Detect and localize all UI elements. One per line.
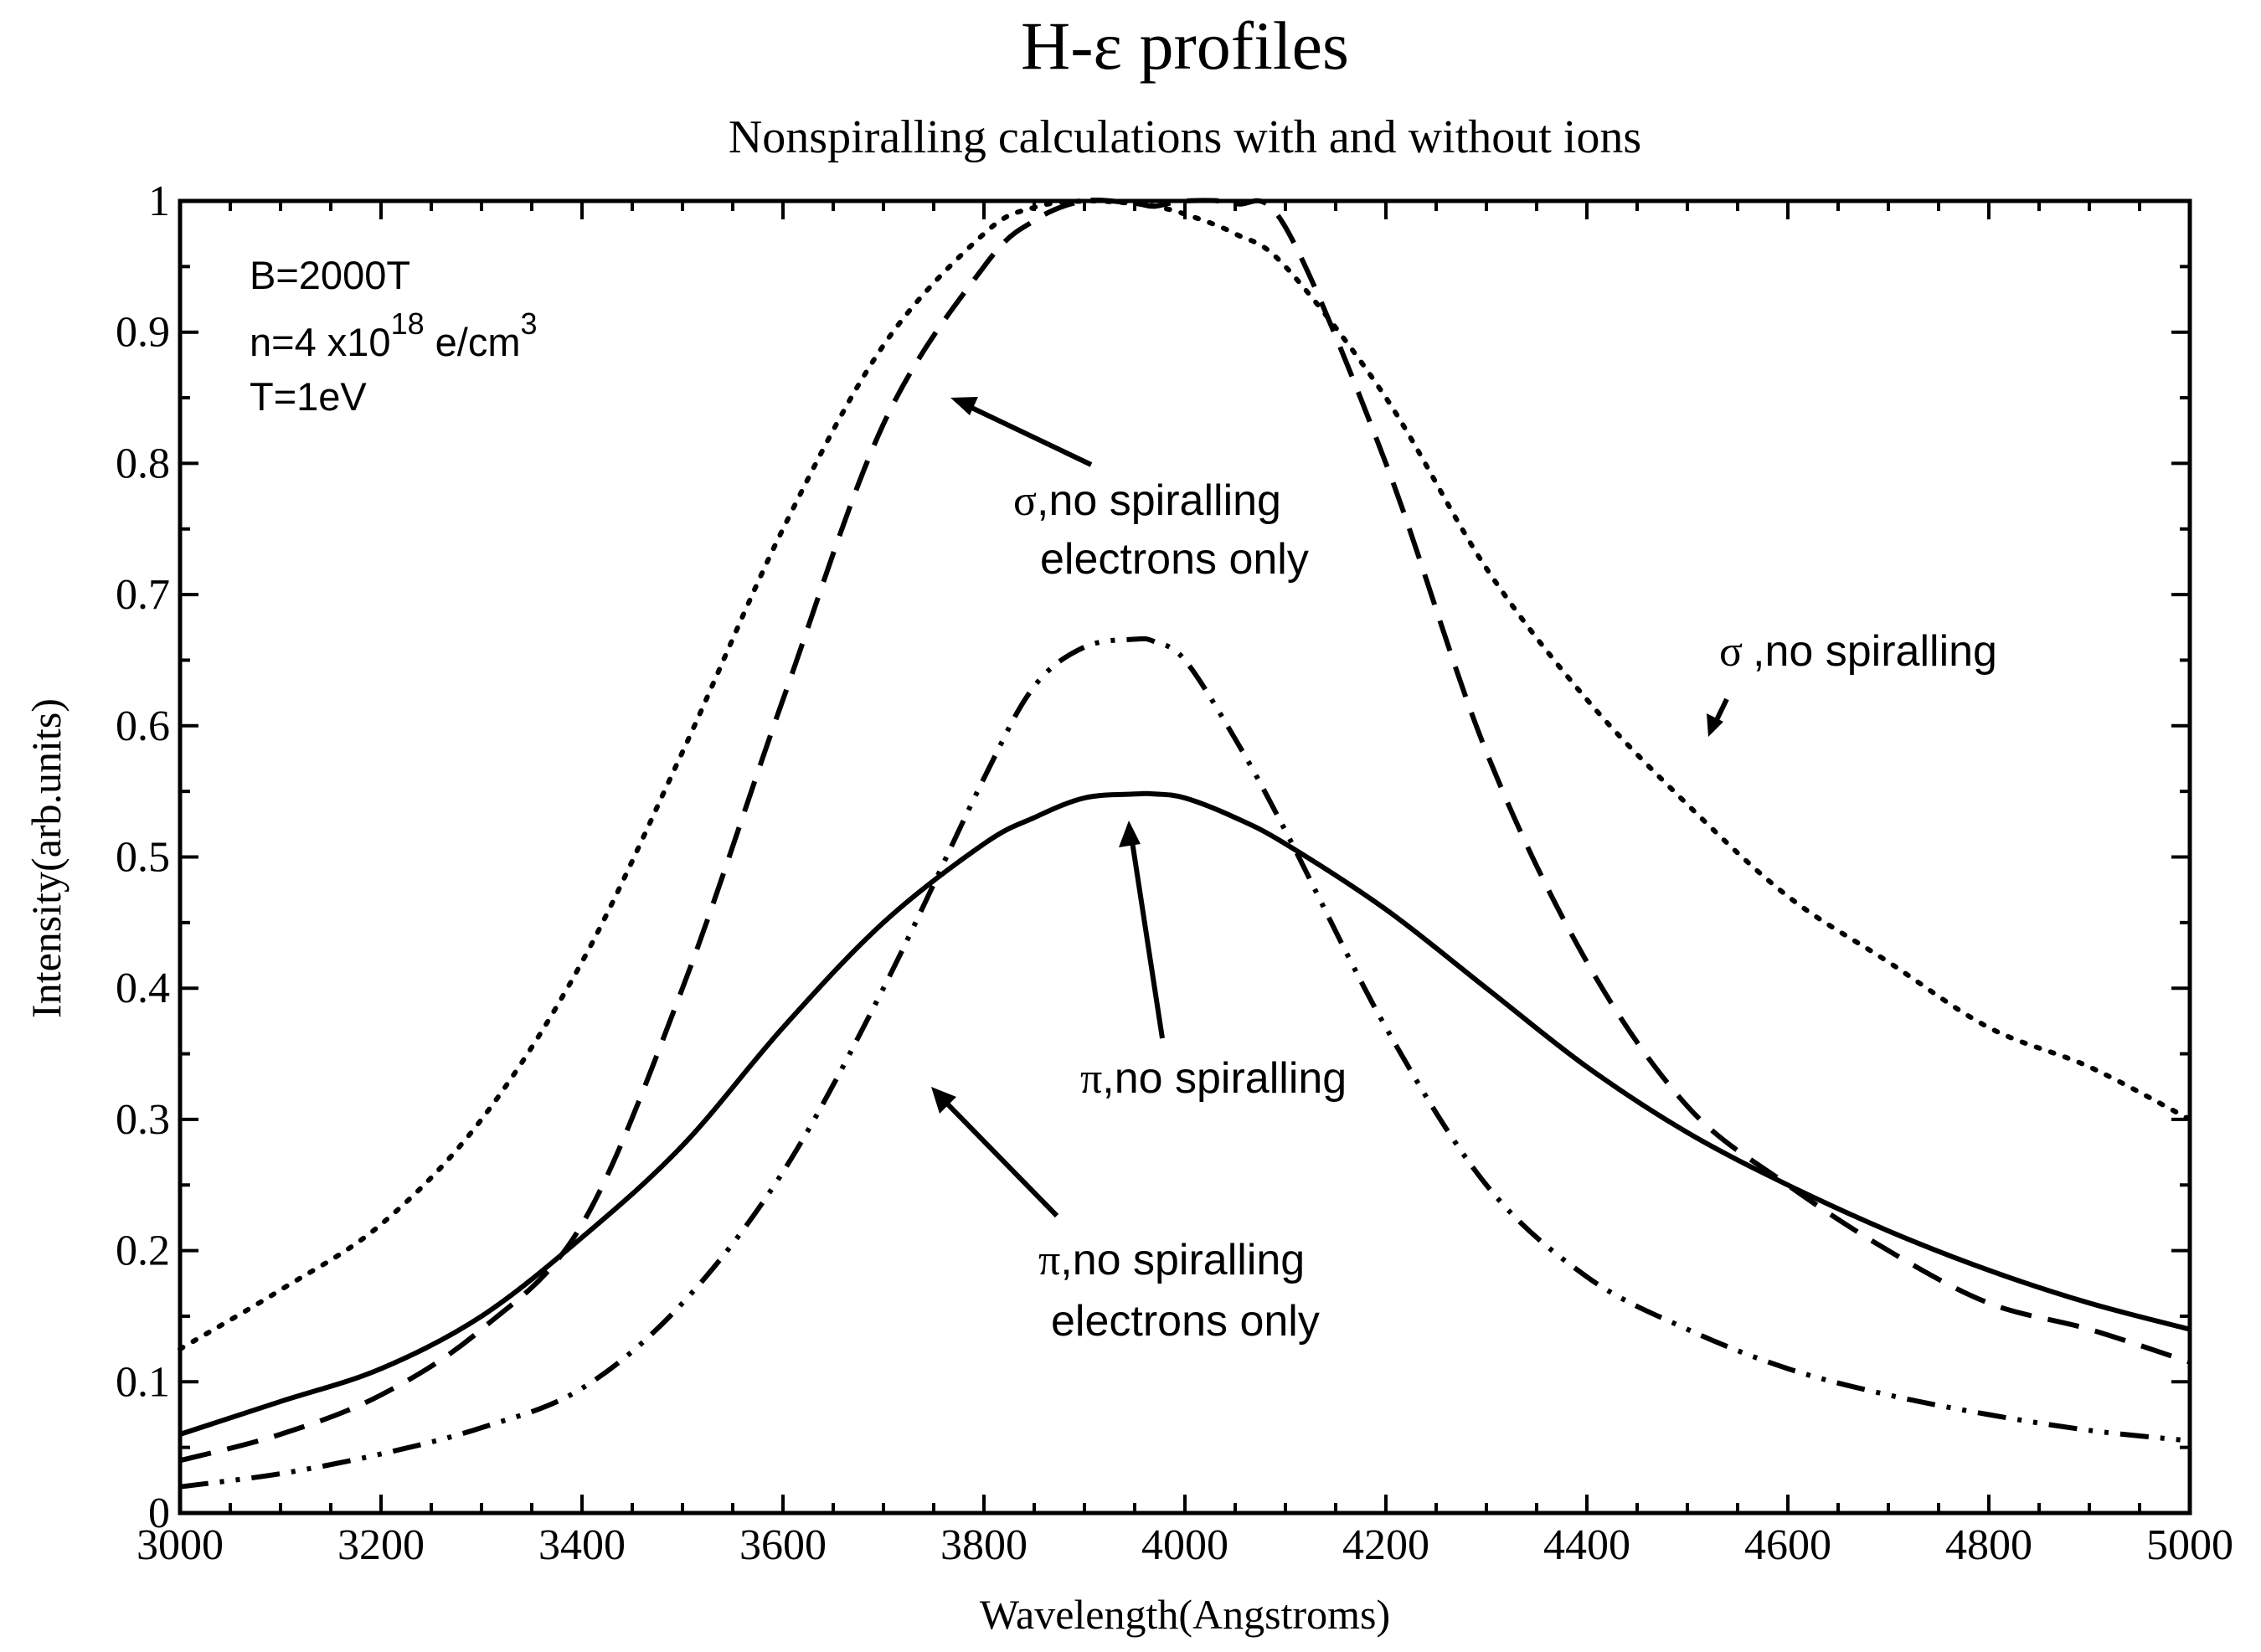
arrowhead-pi-electrons xyxy=(931,1087,956,1114)
arrow-pi xyxy=(1130,841,1165,1039)
annotation-pi-electrons-line1: π,no spiralling xyxy=(1038,1236,1305,1284)
y-tick-label: 0.3 xyxy=(116,1096,170,1144)
info-temperature: T=1eV xyxy=(250,374,367,419)
info-density: n=4 x1018 e/cm3 xyxy=(250,306,538,364)
y-tick-label: 0.8 xyxy=(116,440,170,487)
series-line-0 xyxy=(178,198,2192,1352)
y-axis-label: Intensity(arb.units) xyxy=(23,698,70,1018)
y-tick-label: 0.2 xyxy=(116,1227,170,1275)
x-tick-labels: 3000 3200 3400 3600 3800 4000 4200 4400 4600 4800… xyxy=(136,1521,2233,1569)
y-tick-label: 0.7 xyxy=(116,571,170,619)
title-main: H- xyxy=(1021,8,1094,84)
y-tick-label: 0.9 xyxy=(116,309,170,357)
title-rest: profiles xyxy=(1122,8,1349,84)
y-tick-label: 0.4 xyxy=(116,965,170,1012)
y-tick-label: 0.1 xyxy=(116,1358,170,1406)
info-b-field: B=2000T xyxy=(250,253,410,297)
density-unit: e/cm xyxy=(425,320,521,364)
tick-marks xyxy=(178,199,2191,1515)
x-tick-label: 3200 xyxy=(337,1521,425,1569)
series-line-3 xyxy=(179,636,2191,1490)
x-tick-label: 4200 xyxy=(1342,1521,1429,1569)
annotation-sigma-electrons-line2: electrons only xyxy=(1040,535,1309,584)
density-unit-exponent: 3 xyxy=(521,306,538,341)
series-group xyxy=(178,197,2192,1490)
y-tick-label: 0.5 xyxy=(116,834,170,882)
x-tick-label: 3600 xyxy=(739,1521,827,1569)
density-exponent: 18 xyxy=(391,306,425,341)
y-tick-label: 0 xyxy=(148,1490,170,1537)
x-tick-label: 3800 xyxy=(940,1521,1027,1569)
chart-subtitle: Nonspiralling calculations with and with… xyxy=(729,111,1641,163)
annotation-sigma-electrons-line1: σ,no spiralling xyxy=(1013,476,1281,525)
y-tick-labels: 0 0.1 0.2 0.3 0.4 0.5 0.6 0.7 0.8 0.9 1 xyxy=(116,178,170,1537)
series-line-2 xyxy=(179,790,2191,1437)
x-tick-label: 4600 xyxy=(1744,1521,1831,1569)
sigma-symbol-1: σ xyxy=(1013,477,1037,525)
arrowhead-sigma xyxy=(1707,713,1723,737)
arrow-sigma-electrons xyxy=(961,401,1093,467)
annotation-pi: π,no spiralling xyxy=(1080,1054,1347,1103)
x-axis-label: Wavelength(Angstroms) xyxy=(980,1591,1390,1638)
pi-symbol-1: π xyxy=(1080,1055,1102,1103)
arrowhead-pi xyxy=(1119,821,1141,847)
x-tick-label: 3000 xyxy=(136,1521,224,1569)
x-tick-label: 4000 xyxy=(1141,1521,1228,1569)
sigma-symbol-2: σ xyxy=(1719,628,1743,676)
title-epsilon: ε xyxy=(1094,8,1122,84)
x-tick-label: 4800 xyxy=(1945,1521,2032,1569)
arrowhead-sigma-electrons xyxy=(950,397,978,415)
pi-symbol-2: π xyxy=(1038,1237,1060,1284)
annotation-sigma: σ ,no spiralling xyxy=(1719,627,1997,676)
density-prefix: n=4 x10 xyxy=(250,320,391,364)
x-tick-label: 5000 xyxy=(2146,1521,2233,1569)
x-tick-label: 3400 xyxy=(538,1521,626,1569)
chart-title: H-ε profiles xyxy=(1021,8,1349,84)
y-tick-label: 0.6 xyxy=(116,702,170,750)
annotation-pi-electrons-line2: electrons only xyxy=(1051,1297,1320,1346)
x-tick-label: 4400 xyxy=(1543,1521,1630,1569)
arrow-pi-electrons xyxy=(942,1099,1059,1218)
y-tick-label: 1 xyxy=(148,178,170,225)
series-line-1 xyxy=(179,197,2191,1464)
